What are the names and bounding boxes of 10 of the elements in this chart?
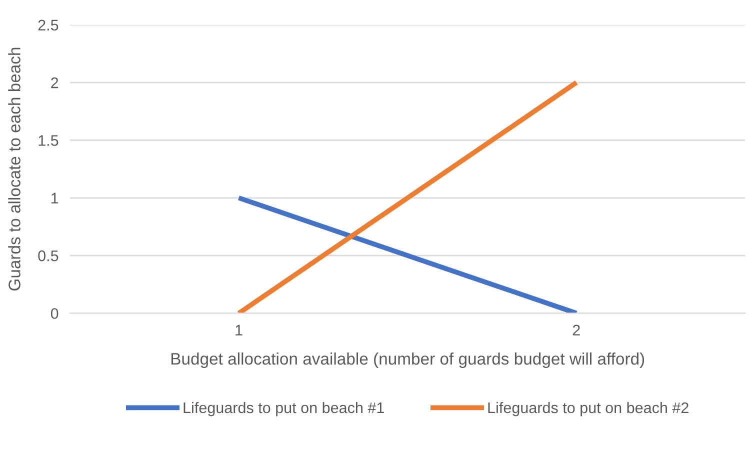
y-tick-label: 0 xyxy=(50,308,58,319)
y-tick-label: 1 xyxy=(51,192,58,204)
legend-label: Lifeguards to put on beach #2 xyxy=(488,402,688,416)
x-axis-title: Budget allocation available (number of guards budget will afford) xyxy=(171,352,644,368)
y-tick-label: 2.5 xyxy=(38,20,58,31)
y-tick-label: 0.5 xyxy=(38,250,58,262)
y-axis-title: Guards to allocate to each beach xyxy=(8,48,20,290)
y-tick-label: 1.5 xyxy=(38,135,58,146)
legend-label: Lifeguards to put on beach #1 xyxy=(184,402,384,416)
y-tick-label: 2 xyxy=(51,77,58,88)
